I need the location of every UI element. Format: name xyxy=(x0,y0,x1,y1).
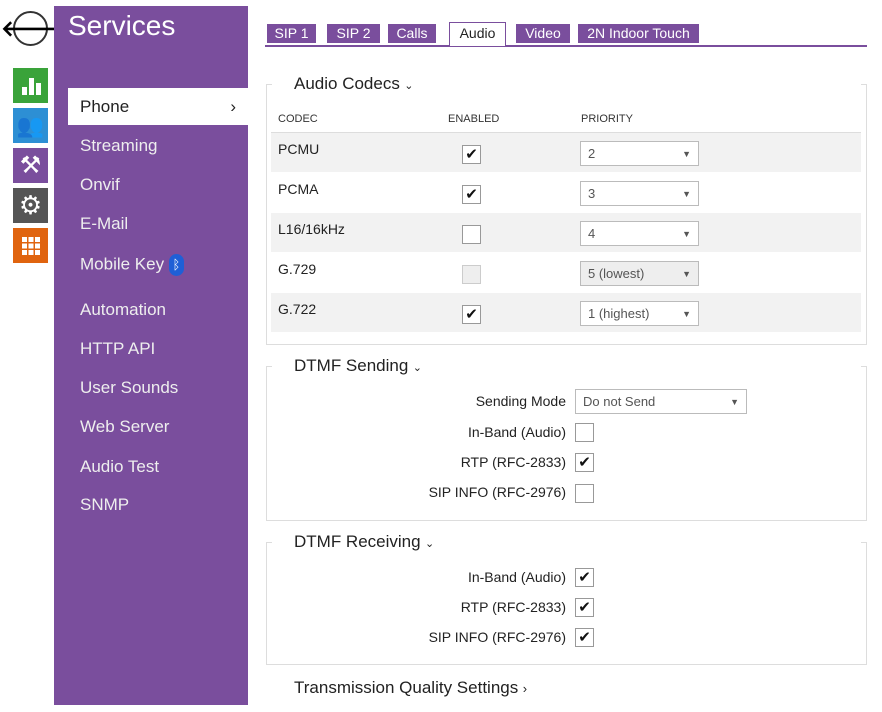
sending-mode-label: Sending Mode xyxy=(475,393,566,409)
codec-priority-select[interactable]: 4 ▼ xyxy=(580,221,699,246)
sidebar-item-automation[interactable]: Automation xyxy=(80,300,166,319)
dtmf-sending-section xyxy=(266,366,867,521)
section-title: DTMF Sending xyxy=(294,356,409,375)
column-header-priority: PRIORITY xyxy=(581,113,633,125)
select-value: 2 xyxy=(588,146,596,161)
sidebar-item-email[interactable]: E-Mail xyxy=(80,214,129,233)
sidebar-item-mobile-key[interactable]: Mobile Key ᛒ xyxy=(80,254,184,276)
codec-name: PCMA xyxy=(278,181,319,197)
codec-enabled-checkbox[interactable]: ✔ xyxy=(462,145,481,164)
dropdown-arrow-icon: ▼ xyxy=(730,397,739,407)
codec-name: G.729 xyxy=(278,261,317,277)
codec-name: L16/16kHz xyxy=(278,221,345,237)
sending-inband-checkbox[interactable] xyxy=(575,423,594,442)
inband-label: In-Band (Audio) xyxy=(467,424,566,440)
dropdown-arrow-icon: ▼ xyxy=(682,269,691,279)
dropdown-arrow-icon: ▼ xyxy=(682,309,691,319)
table-row xyxy=(271,133,861,172)
sidebar-item-onvif[interactable]: Onvif xyxy=(80,175,120,194)
codec-enabled-checkbox[interactable]: ✔ xyxy=(462,185,481,204)
audio-codecs-header[interactable]: Audio Codecs ⌄ xyxy=(286,74,422,94)
dtmf-receiving-section xyxy=(266,542,867,665)
tab-calls[interactable]: Calls xyxy=(388,24,436,43)
select-value: 4 xyxy=(588,226,596,241)
transmission-quality-header[interactable]: Transmission Quality Settings › xyxy=(294,678,527,698)
codec-enabled-checkbox[interactable] xyxy=(462,265,481,284)
status-chart-icon[interactable] xyxy=(13,68,48,103)
sipinfo-label: SIP INFO (RFC-2976) xyxy=(428,629,566,645)
chevron-right-icon: › xyxy=(230,97,236,116)
divider xyxy=(271,132,861,133)
sidebar-item-streaming[interactable]: Streaming xyxy=(80,136,158,155)
section-title: DTMF Receiving xyxy=(294,532,421,551)
tab-audio[interactable]: Audio xyxy=(449,22,506,46)
section-title: Transmission Quality Settings xyxy=(294,678,519,697)
chevron-down-icon: ⌄ xyxy=(425,538,435,550)
select-value: 5 (lowest) xyxy=(588,266,645,281)
dtmf-sending-header[interactable]: DTMF Sending ⌄ xyxy=(286,356,430,376)
dropdown-arrow-icon: ▼ xyxy=(682,229,691,239)
receiving-sipinfo-checkbox[interactable]: ✔ xyxy=(575,628,594,647)
sidebar-item-label: Phone xyxy=(80,97,130,116)
select-value: 3 xyxy=(588,186,596,201)
codec-enabled-checkbox[interactable]: ✔ xyxy=(462,305,481,324)
sidebar-item-http-api[interactable]: HTTP API xyxy=(80,339,156,358)
chevron-down-icon: ⌄ xyxy=(412,362,422,374)
sidebar-item-user-sounds[interactable]: User Sounds xyxy=(80,378,179,397)
chevron-down-icon: ⌄ xyxy=(404,80,414,92)
sending-rtp-checkbox[interactable]: ✔ xyxy=(575,453,594,472)
codec-name: PCMU xyxy=(278,141,320,157)
rtp-label: RTP (RFC-2833) xyxy=(460,599,566,615)
dtmf-receiving-header[interactable]: DTMF Receiving ⌄ xyxy=(286,532,443,552)
sidebar-item-audio-test[interactable]: Audio Test xyxy=(80,457,160,476)
back-arrow-icon[interactable]: 🡐 xyxy=(1,11,60,46)
column-header-codec: CODEC xyxy=(278,113,318,125)
codec-priority-select[interactable]: 2 ▼ xyxy=(580,141,699,166)
sidebar-item-snmp[interactable]: SNMP xyxy=(80,495,130,514)
table-row xyxy=(271,293,861,332)
audio-codecs-section xyxy=(266,84,867,345)
codec-enabled-checkbox[interactable] xyxy=(462,225,481,244)
tools-icon[interactable]: ⚒ xyxy=(13,148,48,183)
sipinfo-label: SIP INFO (RFC-2976) xyxy=(428,484,566,500)
settings-gear-icon[interactable]: ⚙ xyxy=(13,188,48,223)
sidebar-item-phone[interactable]: Phone › xyxy=(68,88,248,125)
tab-video[interactable]: Video xyxy=(516,24,570,43)
inband-label: In-Band (Audio) xyxy=(467,569,566,585)
dropdown-arrow-icon: ▼ xyxy=(682,189,691,199)
tab-underline xyxy=(265,45,867,47)
services-grid-icon[interactable] xyxy=(13,228,48,263)
rtp-label: RTP (RFC-2833) xyxy=(460,454,566,470)
select-value: Do not Send xyxy=(583,394,656,409)
tab-sip2[interactable]: SIP 2 xyxy=(327,24,380,43)
codec-priority-select[interactable]: 5 (lowest) ▼ xyxy=(580,261,699,286)
select-value: 1 (highest) xyxy=(588,306,650,321)
sending-sipinfo-checkbox[interactable] xyxy=(575,484,594,503)
table-row xyxy=(271,253,861,292)
dropdown-arrow-icon: ▼ xyxy=(682,149,691,159)
tab-2n-indoor-touch[interactable]: 2N Indoor Touch xyxy=(578,24,699,43)
column-header-enabled: ENABLED xyxy=(448,113,500,125)
tab-sip1[interactable]: SIP 1 xyxy=(267,24,316,43)
codec-priority-select[interactable]: 3 ▼ xyxy=(580,181,699,206)
codec-priority-select[interactable]: 1 (highest) ▼ xyxy=(580,301,699,326)
receiving-rtp-checkbox[interactable]: ✔ xyxy=(575,598,594,617)
table-row xyxy=(271,173,861,212)
bluetooth-icon: ᛒ xyxy=(168,254,184,276)
page-title: Services xyxy=(68,10,176,41)
sidebar-item-web-server[interactable]: Web Server xyxy=(80,417,170,436)
codec-name: G.722 xyxy=(278,301,317,317)
sending-mode-select[interactable]: Do not Send ▼ xyxy=(575,389,747,414)
table-row xyxy=(271,213,861,252)
users-icon[interactable]: 👥 xyxy=(13,108,48,143)
section-title: Audio Codecs xyxy=(294,74,400,93)
chevron-right-icon: › xyxy=(522,681,528,696)
sidebar-item-label: Mobile Key xyxy=(80,254,165,274)
receiving-inband-checkbox[interactable]: ✔ xyxy=(575,568,594,587)
